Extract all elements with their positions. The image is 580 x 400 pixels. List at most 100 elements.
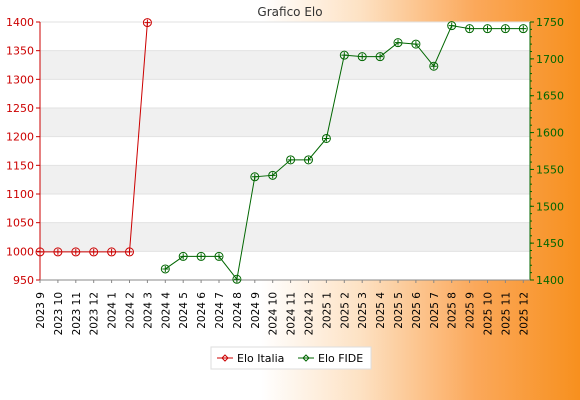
point-marker — [178, 251, 188, 261]
x-tick-label: 2023 9 — [35, 292, 47, 329]
x-tick-label: 2023 11 — [71, 292, 83, 335]
left-tick-label: 1400 — [6, 16, 34, 29]
point-cross — [54, 248, 61, 255]
data-point — [429, 61, 439, 71]
x-tick-label: 2025 6 — [411, 292, 423, 329]
point-marker — [196, 251, 206, 261]
x-tick-label: 2024 3 — [142, 292, 154, 329]
x-tick-label: 2024 7 — [214, 292, 226, 329]
right-tick-label: 1650 — [536, 90, 564, 103]
x-tick-label: 2025 5 — [393, 292, 405, 329]
x-tick-label: 2025 2 — [339, 292, 351, 329]
point-cross — [90, 248, 97, 255]
left-tick-label: 1100 — [6, 188, 34, 201]
point-marker — [465, 24, 475, 34]
point-marker — [304, 155, 313, 165]
x-axis: 2023 9 2023 10 2023 11 2023 12 2024 1 2024 2 2… — [35, 279, 530, 335]
data-point — [304, 155, 313, 165]
point-cross — [395, 39, 401, 46]
point-cross — [162, 265, 169, 272]
point-cross — [466, 25, 473, 32]
x-tick-label: 2024 6 — [196, 292, 208, 329]
left-tick-label: 950 — [13, 274, 34, 287]
point-cross — [377, 53, 384, 60]
data-point — [53, 247, 63, 257]
point-cross — [305, 156, 312, 163]
data-point — [71, 247, 81, 257]
point-marker — [268, 170, 278, 180]
x-tick-label: 2024 5 — [178, 292, 190, 329]
legend-label-italia: Elo Italia — [237, 352, 284, 365]
x-tick-label: 2025 7 — [429, 292, 441, 329]
point-marker — [447, 21, 457, 31]
data-point — [393, 38, 403, 48]
point-marker — [518, 24, 528, 34]
point-marker — [393, 38, 403, 48]
point-marker — [500, 24, 510, 34]
point-cross — [341, 52, 348, 59]
data-point — [142, 18, 152, 28]
series-elo-fide — [160, 21, 528, 284]
legend-marker-fide — [302, 354, 310, 362]
point-marker — [125, 247, 134, 257]
grid-lines — [40, 21, 530, 281]
x-tick-label: 2024 11 — [286, 292, 298, 335]
x-tick-label: 2024 4 — [160, 292, 172, 329]
chart-title: Grafico Elo — [257, 5, 322, 19]
point-cross — [126, 248, 133, 255]
point-cross — [520, 25, 527, 32]
x-tick-label: 2025 1 — [321, 292, 333, 329]
right-axis: 1400 1450 1500 1550 1600 1650 1700 1750 — [529, 16, 564, 287]
point-marker — [339, 50, 349, 60]
point-marker — [375, 52, 385, 62]
data-point — [250, 172, 260, 182]
left-tick-label: 1300 — [6, 73, 34, 86]
data-point — [483, 24, 492, 34]
data-point — [232, 274, 242, 284]
x-tick-label: 2025 3 — [357, 292, 369, 329]
data-point — [89, 247, 99, 257]
x-tick-label: 2024 1 — [107, 292, 119, 329]
x-tick-label: 2025 12 — [518, 292, 530, 335]
data-point — [518, 24, 528, 34]
right-tick-label: 1500 — [536, 200, 564, 213]
point-cross — [233, 276, 240, 283]
point-marker — [250, 172, 260, 182]
point-marker — [483, 24, 492, 34]
plot-background — [40, 22, 530, 280]
data-point — [339, 50, 349, 60]
left-tick-label: 1050 — [6, 217, 34, 230]
point-marker — [321, 133, 331, 143]
series-layer — [35, 18, 528, 284]
point-cross — [108, 248, 115, 255]
data-point — [160, 264, 170, 274]
legend-label-fide: Elo FIDE — [318, 352, 363, 365]
x-tick-label: 2024 10 — [268, 292, 280, 335]
point-marker — [429, 61, 439, 71]
right-tick-label: 1550 — [536, 163, 564, 176]
point-cross — [180, 253, 187, 260]
grid-band — [40, 108, 530, 137]
grid-band — [40, 50, 530, 80]
point-cross — [216, 253, 222, 260]
x-tick-label: 2023 12 — [89, 292, 101, 335]
point-marker — [89, 247, 99, 257]
data-point — [375, 52, 385, 62]
left-tick-label: 1200 — [6, 131, 34, 144]
data-point — [268, 170, 278, 180]
point-cross — [484, 25, 491, 32]
point-cross — [37, 248, 43, 255]
data-point — [107, 247, 117, 257]
point-marker — [107, 247, 117, 257]
x-tick-label: 2025 10 — [483, 292, 495, 335]
data-point — [411, 39, 421, 49]
point-cross — [430, 63, 437, 70]
point-marker — [214, 251, 224, 261]
point-marker — [160, 264, 170, 274]
right-tick-label: 1600 — [536, 127, 564, 140]
left-axis: 950 1000 1050 1100 1150 1200 1250 1300 1350 1400 — [6, 16, 41, 287]
data-point — [125, 247, 134, 257]
data-point — [196, 251, 206, 261]
x-tick-label: 2024 9 — [250, 292, 262, 329]
